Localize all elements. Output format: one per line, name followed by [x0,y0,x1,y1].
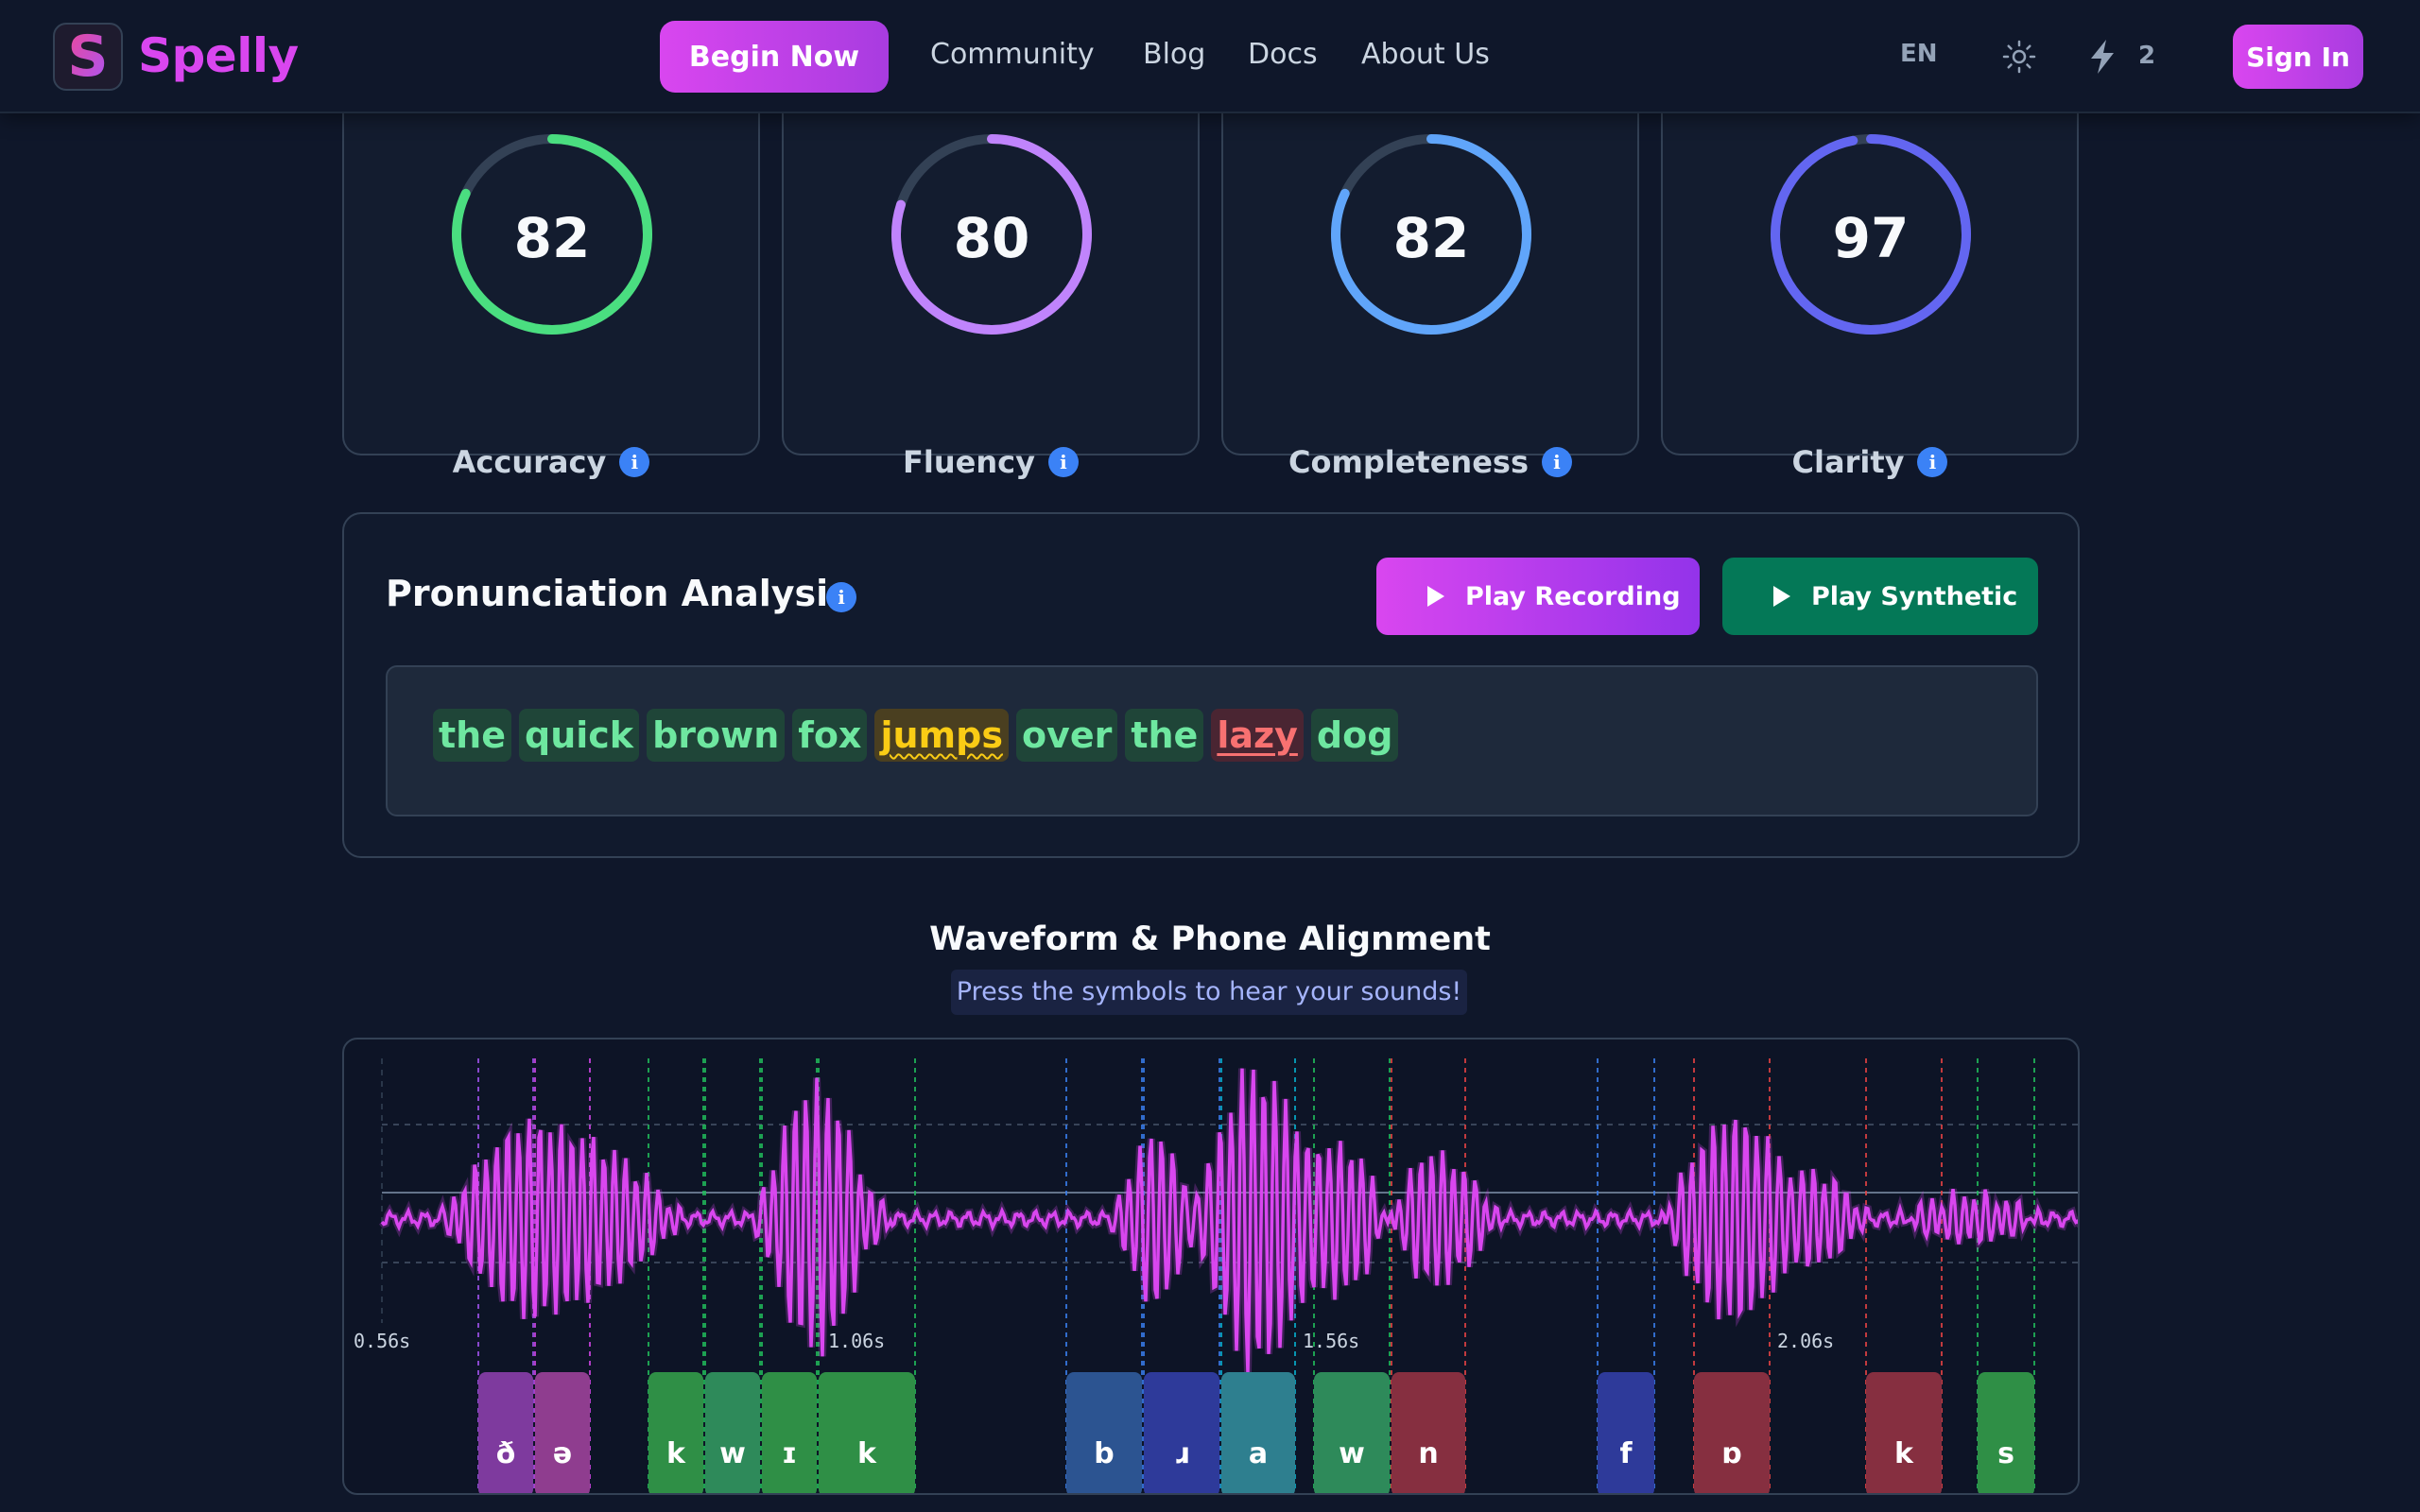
phone-block[interactable] [1978,1372,2034,1495]
time-tick-label: 1.56s [1303,1330,1359,1352]
clarity-ring [1771,134,1971,335]
fluency-ring [891,134,1092,335]
info-icon[interactable]: i [1917,447,1948,477]
fluency-label: Fluency [903,444,1035,480]
phone-block[interactable] [819,1372,915,1495]
sentence-box: the quick brown fox jumps over the lazy dog [386,665,2038,816]
svg-text:S: S [67,28,108,85]
word-chip[interactable]: dog [1310,709,1399,762]
phone-symbol[interactable]: f [1619,1437,1633,1470]
nav-link-blog[interactable]: Blog [1143,38,1206,71]
info-icon[interactable]: i [1047,447,1079,477]
phone-block[interactable] [1221,1372,1295,1495]
phone-block[interactable] [1694,1372,1770,1495]
completeness-score: 82 [1392,206,1470,270]
nav-link-docs[interactable]: Docs [1248,38,1318,71]
phone-symbol[interactable]: ɪ [782,1437,797,1470]
score-card-fluency: 80 Fluency i [782,76,1200,480]
phone-symbol[interactable]: a [1249,1437,1268,1470]
phone-block[interactable] [1598,1372,1654,1495]
logo-icon[interactable]: S [53,23,123,91]
accuracy-score: 82 [513,206,591,270]
fluency-score: 80 [953,206,1030,270]
phone-symbol[interactable]: ə [553,1437,572,1470]
phone-symbol[interactable]: n [1418,1437,1438,1470]
score-arc [452,134,652,335]
phone-block[interactable] [535,1372,590,1495]
phone-symbol[interactable]: w [719,1437,746,1470]
accuracy-label: Accuracy [452,444,607,480]
waveform-title: Waveform & Phone Alignment [929,920,1491,958]
play-synthetic-label: Play Synthetic [1811,581,2018,611]
phone-symbol[interactable]: k [666,1437,686,1470]
play-icon [1427,586,1444,607]
phone-symbol[interactable]: w [1339,1437,1365,1470]
begin-now-button[interactable]: Begin Now [660,21,889,93]
phone-block[interactable] [478,1372,533,1495]
phone-block[interactable] [762,1372,817,1495]
phone-block[interactable] [1066,1372,1142,1495]
info-icon[interactable]: i [826,582,856,612]
word-list: the quick brown fox jumps over the lazy dog [433,709,1399,762]
word-chip[interactable]: the [1125,709,1204,762]
word-chip[interactable]: quick [519,709,640,762]
score-arc [891,134,1092,335]
word-chip[interactable]: lazy [1211,709,1304,762]
clarity-label: Clarity [1791,444,1905,480]
nav-link-community[interactable]: Community [930,38,1095,71]
score-arc [1771,134,1971,335]
clarity-score: 97 [1832,206,1910,270]
phone-block[interactable] [648,1372,703,1495]
time-tick-label: 0.56s [354,1330,410,1352]
theme-toggle-sun-icon[interactable] [2002,40,2036,74]
phone-symbol[interactable]: ɹ [1174,1437,1189,1470]
phone-symbol[interactable]: ɒ [1721,1437,1741,1470]
score-card-accuracy: 82 Accuracy i [342,76,760,480]
streak-count: 2 [2138,42,2156,70]
logo-s-icon: S [67,28,108,85]
waveform-panel: 0.56s 1.06s 1.56s 2.06s ð ə k w ɪ k b ɹ a w n f ɒ k s [342,1038,2080,1495]
phone-symbol[interactable]: k [1894,1437,1914,1470]
phone-block[interactable] [1866,1372,1942,1495]
play-recording-label: Play Recording [1465,581,1681,611]
language-selector[interactable]: EN [1900,40,1938,68]
nav-link-about[interactable]: About Us [1361,38,1490,71]
score-card-completeness: 82 Completeness i [1221,76,1639,480]
info-icon[interactable]: i [1541,447,1572,477]
brand-name[interactable]: Spelly [138,28,299,83]
sign-in-button[interactable]: Sign In [2233,25,2363,89]
info-icon[interactable]: i [619,447,650,477]
lightning-bolt-icon[interactable] [2087,38,2118,76]
top-nav: S Spelly Begin Now Community Blog Docs A… [0,0,2420,113]
phone-block[interactable] [705,1372,760,1495]
phone-symbol[interactable]: s [1997,1437,2014,1470]
time-tick-label: 1.06s [828,1330,885,1352]
word-chip[interactable]: over [1015,709,1118,762]
waveform-line [380,1068,2078,1373]
waveform-subtitle: Press the symbols to hear your sounds! [951,970,1467,1015]
accuracy-ring [452,134,652,335]
score-card-clarity: 97 Clarity i [1661,76,2079,480]
phone-block[interactable] [1392,1372,1465,1495]
play-synthetic-button[interactable]: Play Synthetic [1722,558,2038,635]
score-arc [1331,134,1531,335]
word-chip[interactable]: brown [647,709,786,762]
analysis-title: Pronunciation Analysis [386,573,850,614]
phone-symbol[interactable]: b [1094,1437,1114,1470]
phone-block[interactable] [1144,1372,1219,1495]
word-chip[interactable]: fox [792,709,868,762]
time-tick-label: 2.06s [1777,1330,1834,1352]
play-recording-button[interactable]: Play Recording [1376,558,1700,635]
phone-symbol[interactable]: ð [496,1437,516,1470]
phone-symbol[interactable]: k [857,1437,877,1470]
play-icon [1773,586,1790,607]
word-chip[interactable]: jumps [874,709,1009,762]
completeness-label: Completeness [1288,444,1529,480]
completeness-ring [1331,134,1531,335]
word-chip[interactable]: the [433,709,511,762]
phone-block[interactable] [1314,1372,1390,1495]
pronunciation-analysis-panel: Pronunciation Analysis i Play Recording … [342,512,2080,858]
